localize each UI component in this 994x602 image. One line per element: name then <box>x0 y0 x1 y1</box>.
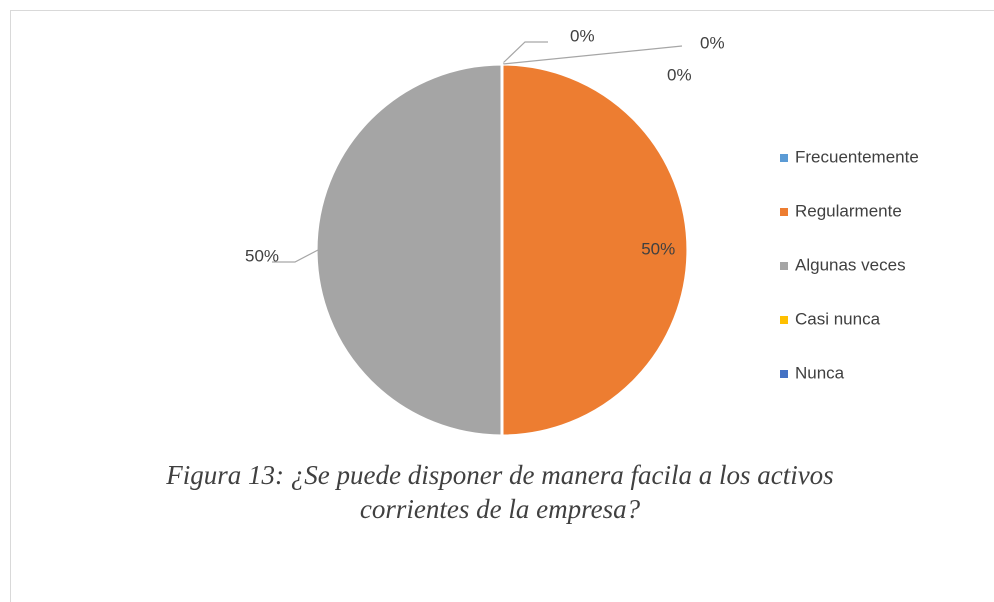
legend-label: Frecuentemente <box>795 147 919 166</box>
legend-swatch <box>780 208 788 216</box>
legend-swatch <box>780 262 788 270</box>
data-label: 0% <box>667 65 692 84</box>
leader-line <box>272 249 319 263</box>
data-label: 50% <box>245 246 279 265</box>
legend-label: Regularmente <box>795 201 902 220</box>
chart-frame <box>10 10 994 602</box>
legend-label: Nunca <box>795 363 845 382</box>
leader-line <box>502 45 683 65</box>
leader-line <box>501 41 548 65</box>
data-label: 0% <box>700 33 725 52</box>
pie-slice <box>500 62 690 438</box>
legend-swatch <box>780 316 788 324</box>
pie-slice <box>314 62 504 438</box>
caption: Figura 13: ¿Se puede disponer de manera … <box>166 460 834 524</box>
legend-label: Algunas veces <box>795 255 906 274</box>
data-label: 50% <box>641 239 675 258</box>
legend-swatch <box>780 370 788 378</box>
data-label: 0% <box>570 26 595 45</box>
legend-label: Casi nunca <box>795 309 881 328</box>
legend-swatch <box>780 154 788 162</box>
